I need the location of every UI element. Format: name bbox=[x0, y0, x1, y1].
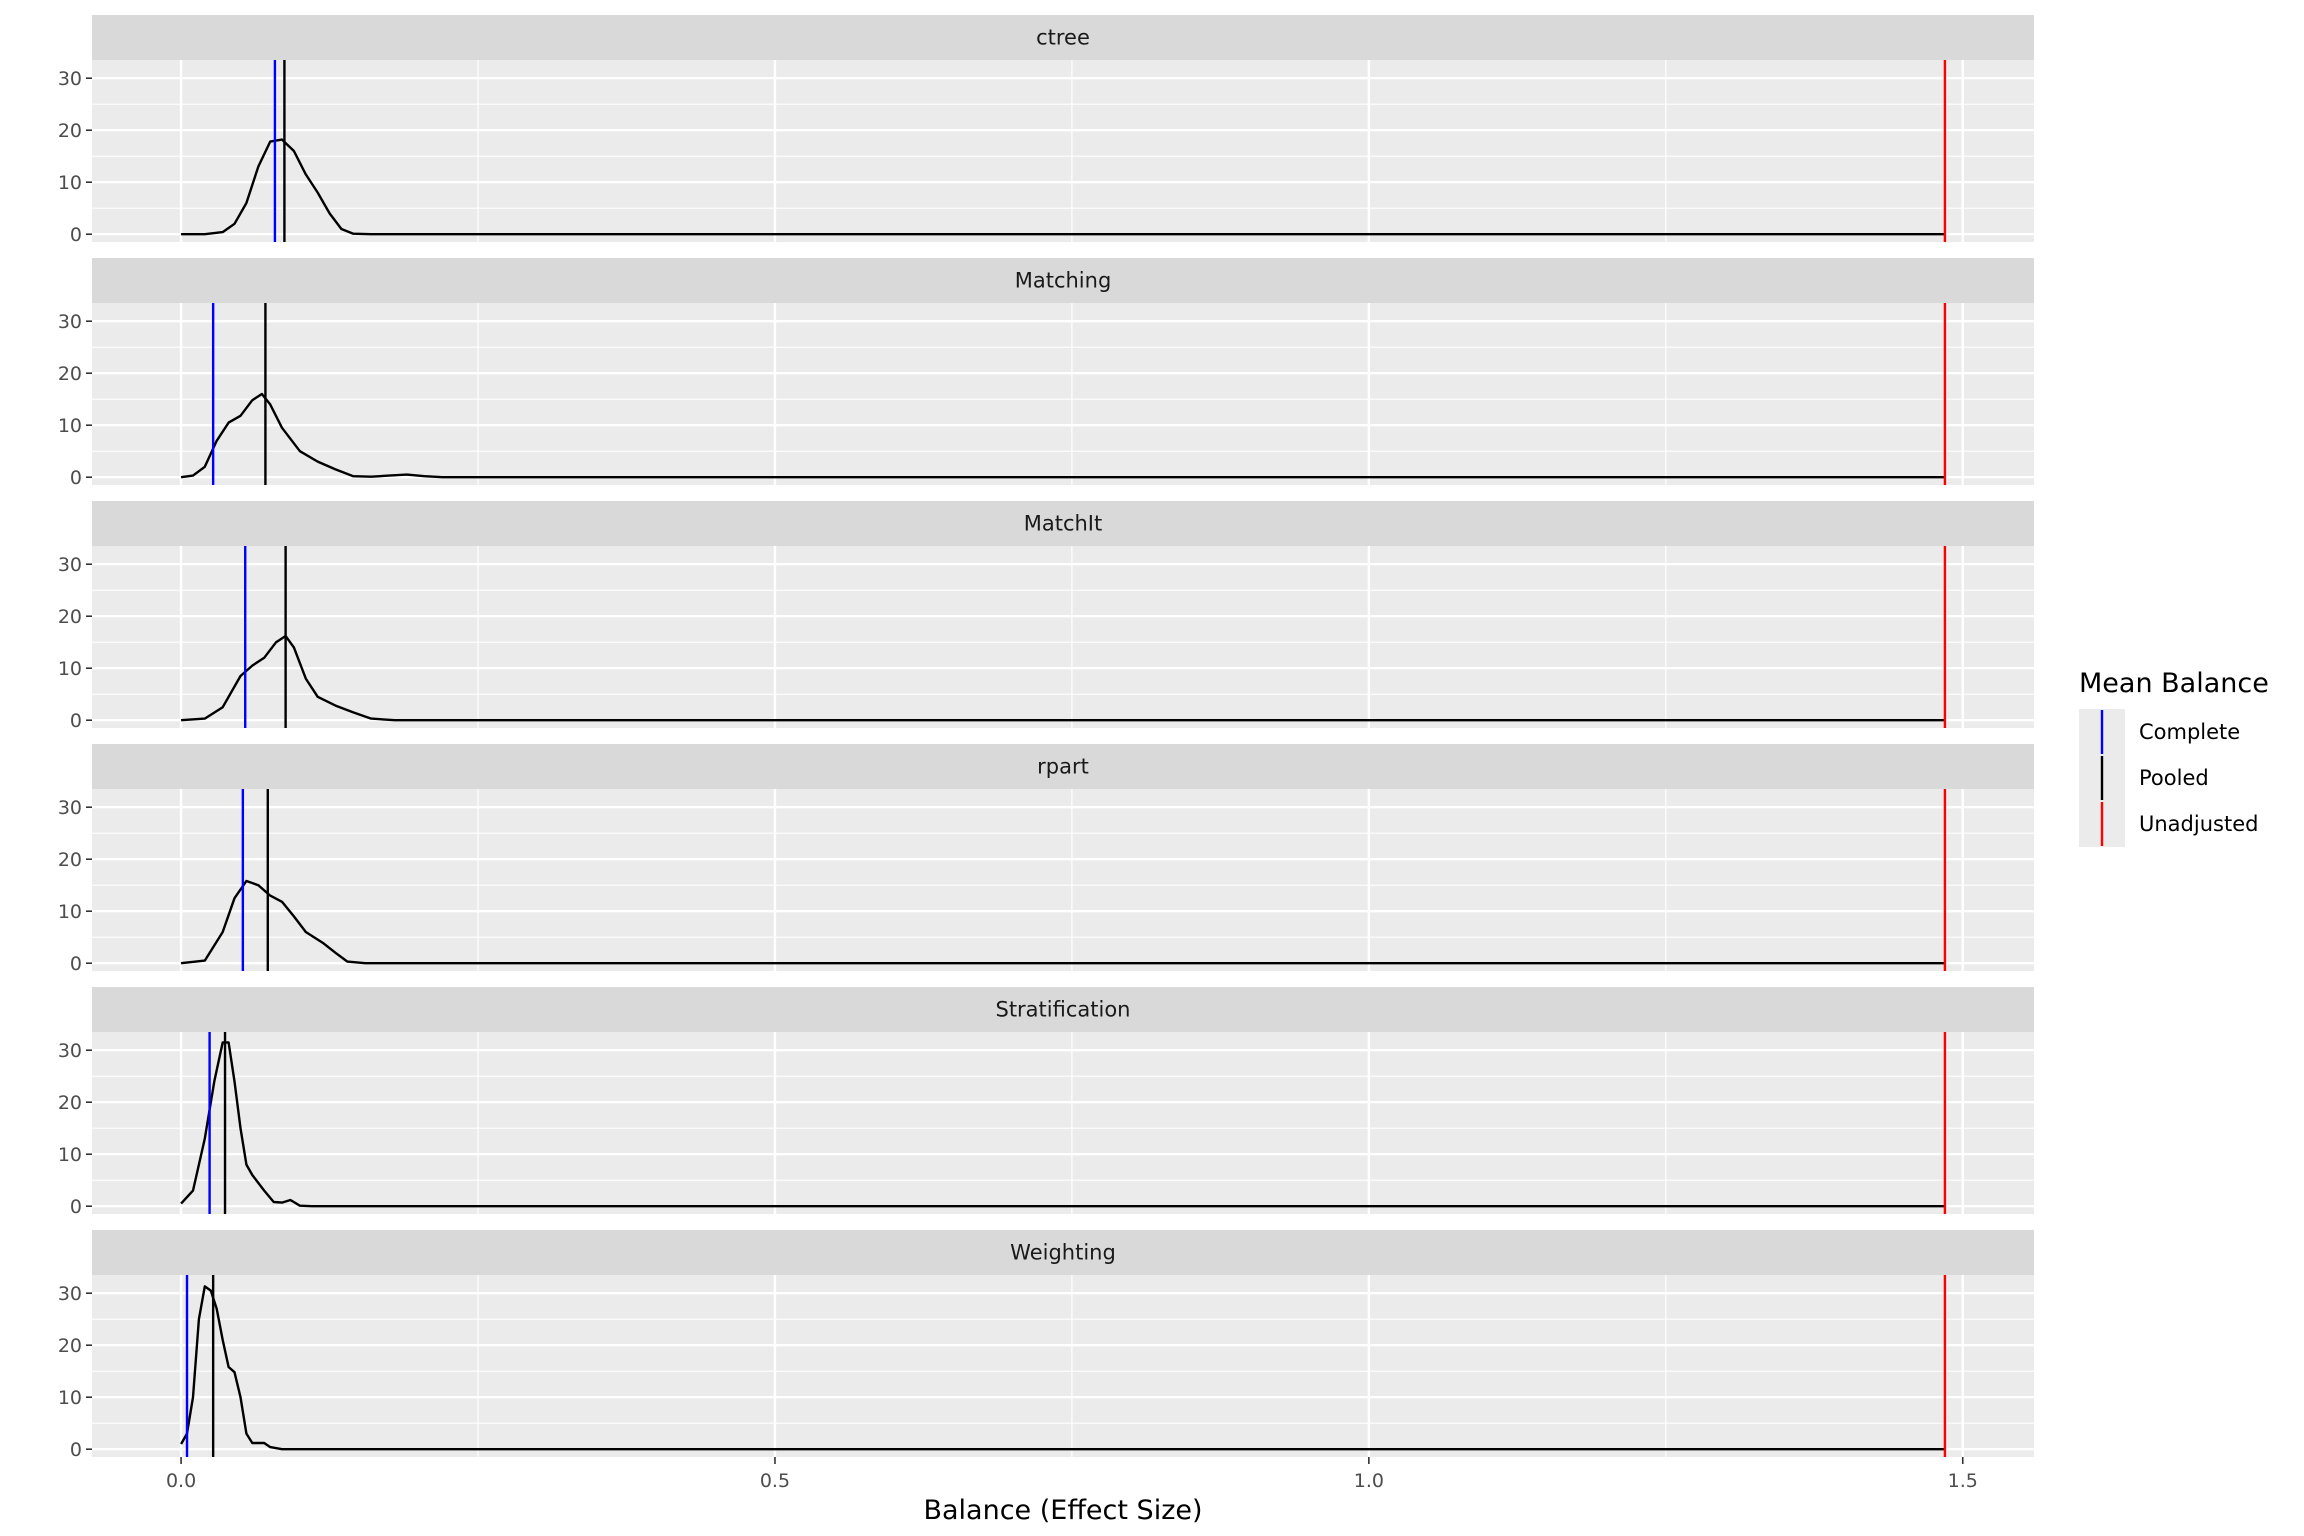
facet-strip bbox=[92, 501, 2034, 546]
y-tick-label: 0 bbox=[70, 710, 82, 732]
density-curve bbox=[181, 138, 1945, 236]
legend-item-complete: Complete bbox=[2079, 709, 2240, 755]
facet-stratification: Stratification 0 10 20 30 bbox=[58, 987, 2034, 1218]
panel-background bbox=[92, 1032, 2034, 1214]
density-curve bbox=[180, 392, 1945, 479]
density-curve bbox=[180, 879, 1945, 965]
y-tick-label: 10 bbox=[58, 1387, 82, 1409]
panel-background bbox=[92, 60, 2034, 242]
facet-matching: Matching 0 10 20 30 bbox=[58, 258, 2034, 489]
facet-strip bbox=[92, 258, 2034, 303]
y-tick-label: 0 bbox=[70, 1196, 82, 1218]
facet-label: Stratification bbox=[995, 998, 1130, 1022]
legend-label: Complete bbox=[2139, 720, 2240, 744]
facet-rpart: rpart 0 10 20 30 bbox=[58, 744, 2034, 975]
facet-matchit: MatchIt 0 10 20 30 bbox=[58, 501, 2034, 732]
legend: Mean Balance Complete Pooled Unadjusted bbox=[2079, 668, 2269, 847]
legend-keys: Complete Pooled Unadjusted bbox=[2079, 709, 2258, 847]
y-tick-label: 30 bbox=[58, 311, 82, 333]
facet-panels: ctree 0 10 20 30 Matching 0 10 20 30 MatchIt 0 10 20 3… bbox=[58, 15, 2034, 1461]
legend-label: Unadjusted bbox=[2139, 812, 2258, 836]
y-tick-label: 30 bbox=[58, 1040, 82, 1062]
legend-label: Pooled bbox=[2139, 766, 2209, 790]
y-tick-label: 0 bbox=[70, 953, 82, 975]
y-tick-label: 30 bbox=[58, 68, 82, 90]
x-tick-label: 0.5 bbox=[760, 1470, 790, 1492]
y-tick-label: 10 bbox=[58, 901, 82, 923]
density-curve bbox=[180, 1285, 1945, 1451]
y-tick-label: 20 bbox=[58, 1335, 82, 1357]
legend-item-unadjusted: Unadjusted bbox=[2079, 801, 2258, 847]
legend-item-pooled: Pooled bbox=[2079, 755, 2209, 801]
legend-title: Mean Balance bbox=[2079, 668, 2269, 699]
facet-strip bbox=[92, 987, 2034, 1032]
y-tick-label: 30 bbox=[58, 554, 82, 576]
y-tick-label: 30 bbox=[58, 1283, 82, 1305]
y-tick-label: 0 bbox=[70, 224, 82, 246]
x-tick-label: 0.0 bbox=[166, 1470, 196, 1492]
y-tick-label: 20 bbox=[58, 1092, 82, 1114]
facet-label: Weighting bbox=[1010, 1241, 1116, 1265]
panel-background bbox=[92, 303, 2034, 485]
y-tick-label: 20 bbox=[58, 606, 82, 628]
panel-background bbox=[92, 546, 2034, 728]
x-tick-label: 1.5 bbox=[1948, 1470, 1978, 1492]
facet-label: Matching bbox=[1015, 269, 1112, 293]
facet-label: ctree bbox=[1036, 26, 1090, 50]
facet-strip bbox=[92, 1230, 2034, 1275]
y-tick-label: 10 bbox=[58, 415, 82, 437]
y-tick-label: 10 bbox=[58, 172, 82, 194]
facet-strip bbox=[92, 744, 2034, 789]
facet-ctree: ctree 0 10 20 30 bbox=[58, 15, 2034, 246]
y-tick-label: 20 bbox=[58, 849, 82, 871]
y-tick-label: 10 bbox=[58, 1144, 82, 1166]
x-tick-label: 1.0 bbox=[1354, 1470, 1384, 1492]
y-tick-label: 10 bbox=[58, 658, 82, 680]
y-tick-label: 0 bbox=[70, 1439, 82, 1461]
density-curve bbox=[180, 1041, 1945, 1208]
panel-background bbox=[92, 789, 2034, 971]
density-curve bbox=[181, 634, 1945, 722]
y-tick-label: 30 bbox=[58, 797, 82, 819]
facet-label: MatchIt bbox=[1024, 512, 1103, 536]
panel-background bbox=[92, 1275, 2034, 1457]
y-tick-label: 20 bbox=[58, 120, 82, 142]
facet-weighting: Weighting 0 10 20 30 bbox=[58, 1230, 2034, 1461]
y-tick-label: 0 bbox=[70, 467, 82, 489]
x-axis-title: Balance (Effect Size) bbox=[923, 1495, 1202, 1526]
x-axis: 0.0 0.5 1.0 1.5 bbox=[166, 1457, 1978, 1492]
facet-label: rpart bbox=[1037, 755, 1089, 779]
y-tick-label: 20 bbox=[58, 363, 82, 385]
facet-strip bbox=[92, 15, 2034, 60]
